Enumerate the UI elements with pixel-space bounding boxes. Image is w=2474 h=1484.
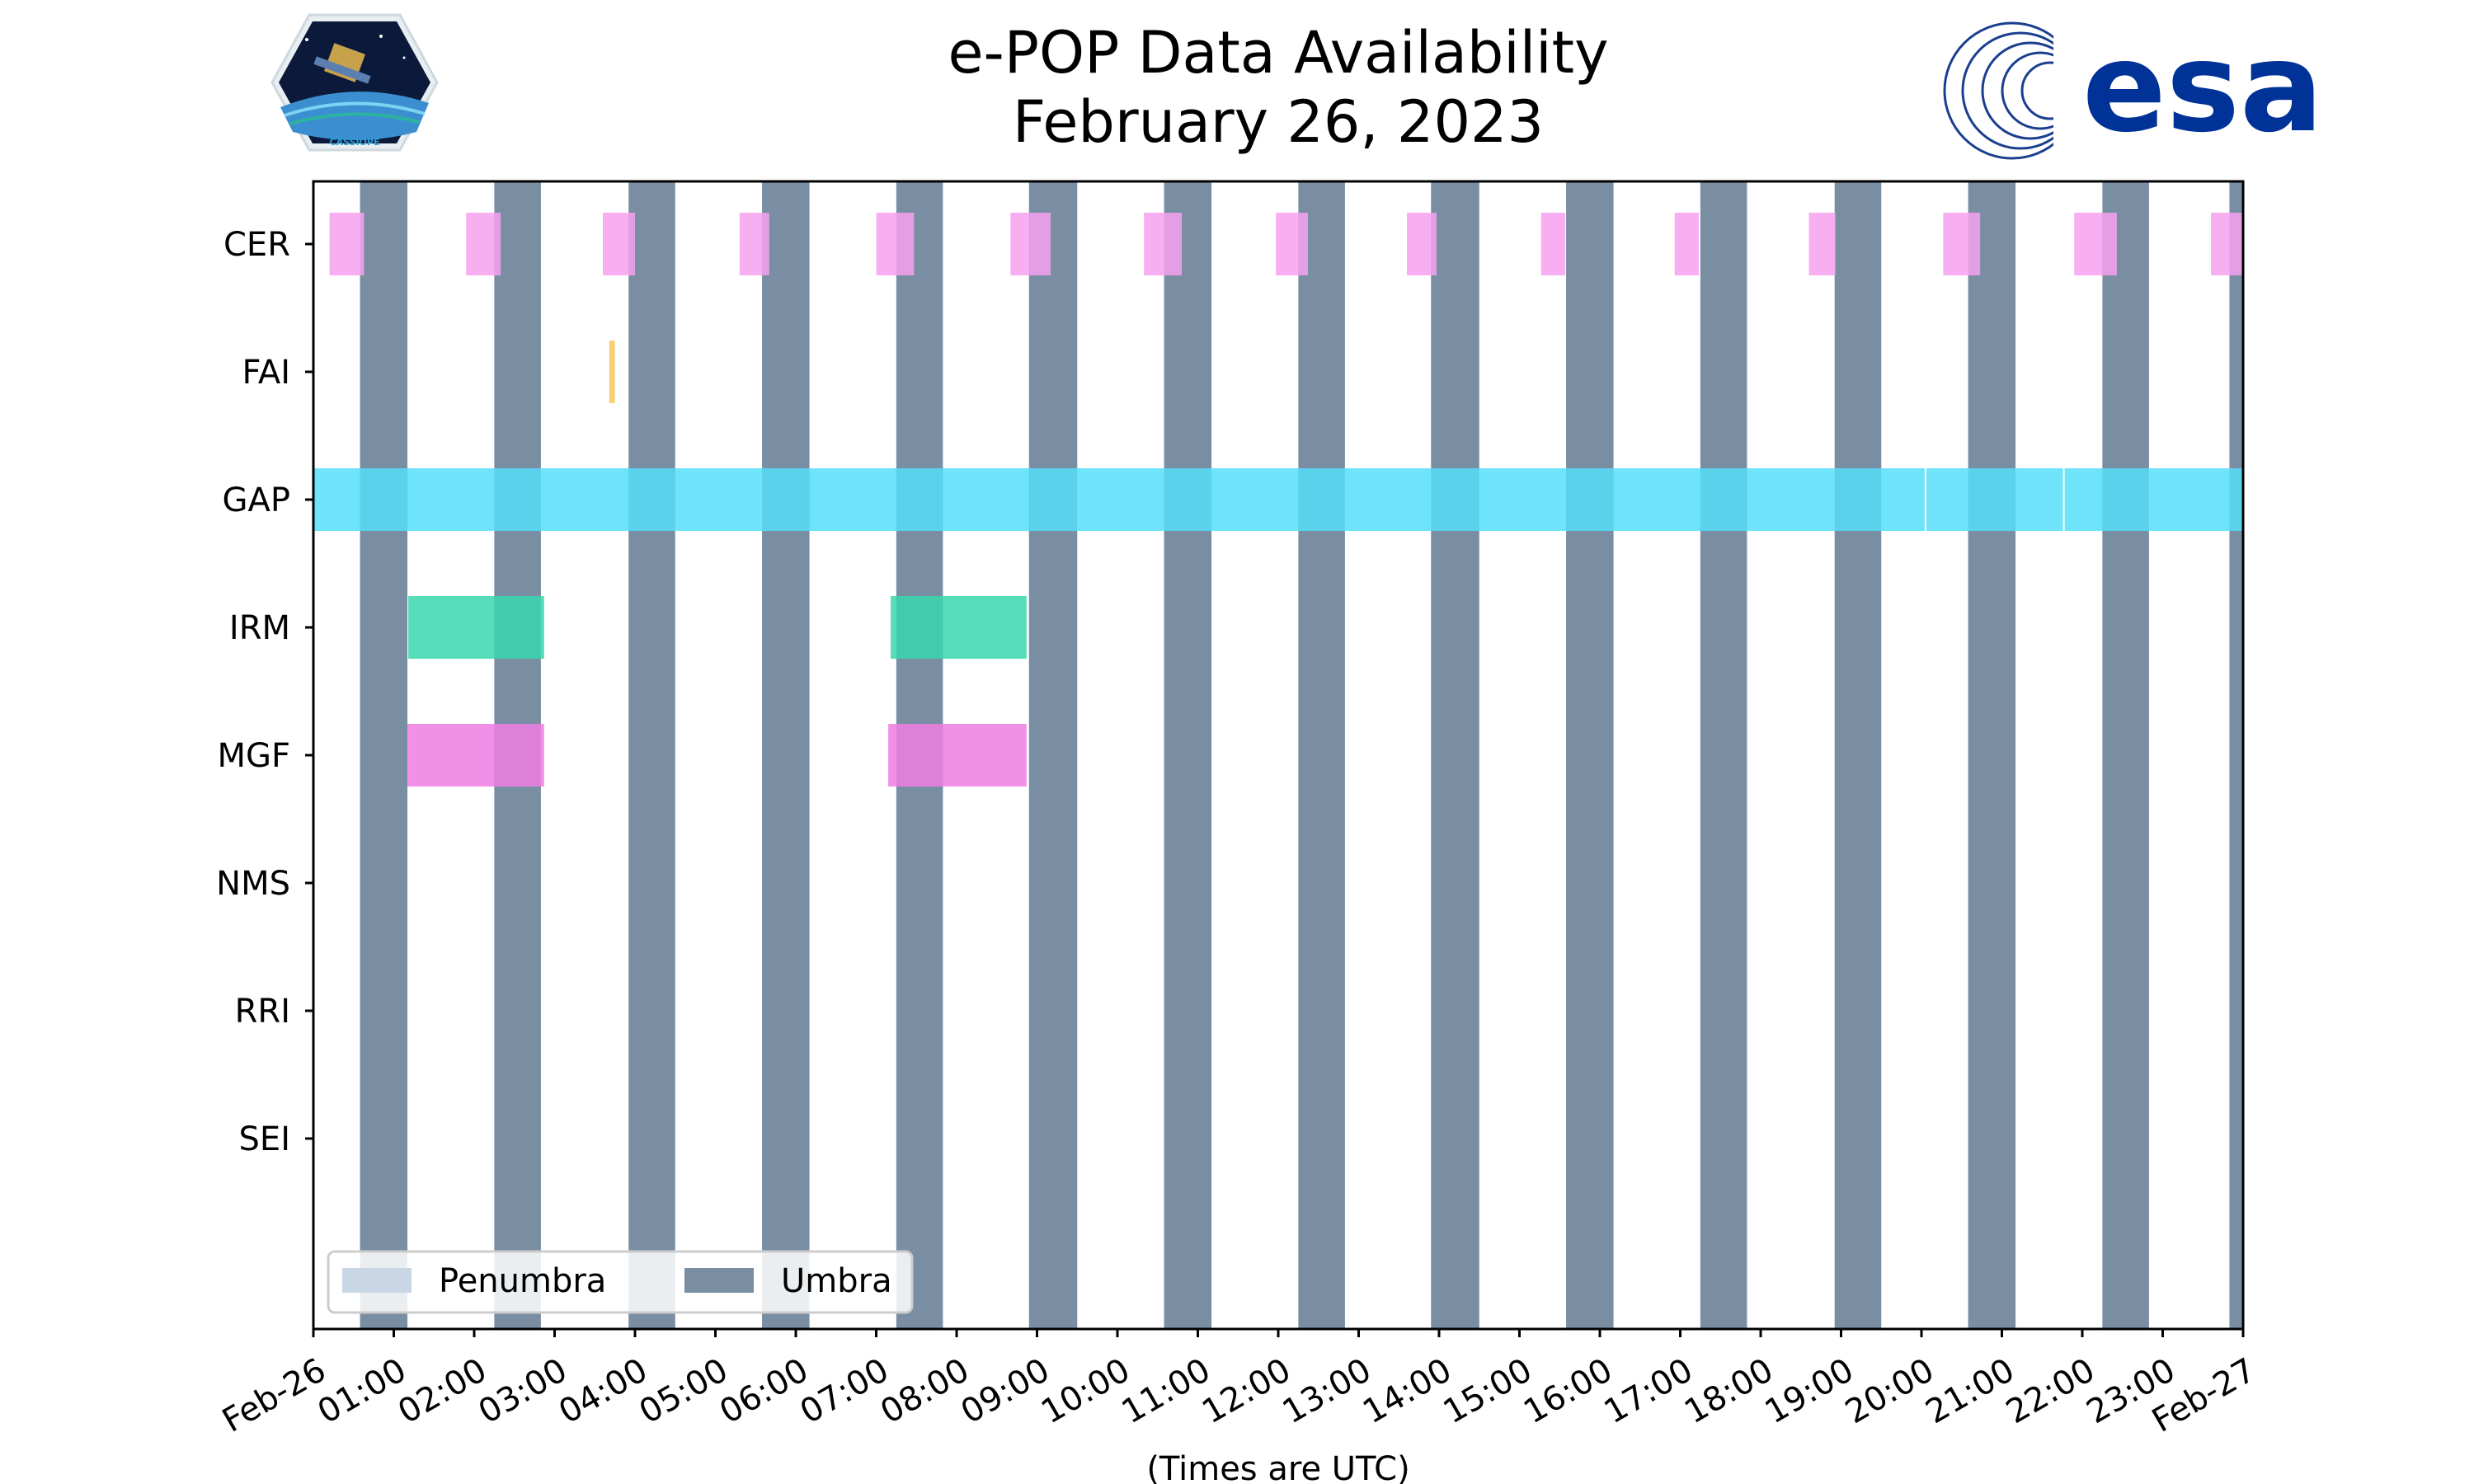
bar-cer	[1540, 213, 1566, 275]
instrument-bars	[313, 213, 2243, 787]
umbra-band	[762, 181, 810, 1329]
x-tick-label: 15:00	[1437, 1351, 1539, 1431]
bar-irm	[891, 596, 1027, 659]
legend: Penumbra Umbra	[327, 1250, 914, 1314]
chart-title-line-2: February 26, 2023	[1013, 88, 1544, 156]
umbra-band	[628, 181, 675, 1329]
y-tick-label-cer: CER	[223, 226, 290, 264]
x-tick-label: 10:00	[1035, 1351, 1136, 1431]
bar-cer	[739, 213, 769, 275]
bar-cer	[876, 213, 915, 275]
umbra-band	[1431, 181, 1479, 1329]
umbra-band	[1700, 181, 1747, 1329]
umbra-band	[2102, 181, 2149, 1329]
x-tick-label: 13:00	[1277, 1351, 1378, 1431]
x-tick-label: 18:00	[1678, 1351, 1780, 1431]
x-tick-label: 02:00	[392, 1351, 493, 1431]
x-tick-label: 17:00	[1598, 1351, 1700, 1431]
y-tick-label-mgf: MGF	[217, 737, 290, 775]
cassiope-logo: CASSIOPE	[270, 13, 439, 152]
x-tick-label: 09:00	[955, 1351, 1056, 1431]
bar-cer	[2211, 213, 2243, 275]
umbra-band	[2229, 181, 2243, 1329]
bar-fai	[609, 340, 615, 403]
x-tick-label: 04:00	[553, 1351, 654, 1431]
x-tick-label: 16:00	[1517, 1351, 1619, 1431]
legend-label-penumbra: Penumbra	[439, 1262, 606, 1300]
umbra-band	[1968, 181, 2016, 1329]
x-tick-label: 06:00	[713, 1351, 815, 1431]
legend-swatch-penumbra	[342, 1268, 412, 1293]
x-tick-label: 22:00	[2000, 1351, 2101, 1431]
bar-gap	[1925, 468, 2064, 531]
bar-gap	[313, 468, 1926, 531]
bar-gap	[2063, 468, 2243, 531]
umbra-band	[1566, 181, 1614, 1329]
x-tick-label: Feb-26	[216, 1351, 332, 1440]
umbra-band	[1164, 181, 1212, 1329]
x-tick-label: 03:00	[473, 1351, 574, 1431]
x-tick-label: 21:00	[1920, 1351, 2021, 1431]
bar-cer	[1407, 213, 1437, 275]
bar-irm	[408, 596, 544, 659]
y-tick-label-rri: RRI	[235, 993, 290, 1031]
bar-cer	[1943, 213, 1981, 275]
bar-mgf	[888, 724, 1027, 787]
cassiope-logo-text: CASSIOPE	[330, 137, 380, 148]
y-tick-label-nms: NMS	[216, 865, 290, 903]
y-tick-label-irm: IRM	[229, 609, 290, 647]
x-tick-label: 20:00	[1839, 1351, 1940, 1431]
y-axis: CER FAI GAP IRM MGF NMS RRI SEI	[216, 226, 313, 1158]
x-tick-label: 08:00	[874, 1351, 976, 1431]
bar-cer	[2074, 213, 2117, 275]
legend-swatch-umbra	[684, 1268, 754, 1293]
umbra-band	[1298, 181, 1345, 1329]
x-tick-label: 07:00	[794, 1351, 896, 1431]
umbra-band	[360, 181, 408, 1329]
umbra-band	[1834, 181, 1882, 1329]
bar-cer	[466, 213, 501, 275]
bar-mgf	[407, 724, 544, 787]
x-axis-label: (Times are UTC)	[1146, 1450, 1409, 1484]
x-tick-label: 05:00	[633, 1351, 735, 1431]
x-tick-label: 12:00	[1196, 1351, 1297, 1431]
x-tick-label: 14:00	[1357, 1351, 1458, 1431]
y-tick-label-fai: FAI	[242, 354, 291, 392]
umbra-band	[1028, 181, 1078, 1329]
y-tick-label-gap: GAP	[223, 481, 290, 519]
bar-cer	[603, 213, 635, 275]
x-tick-label: 19:00	[1759, 1351, 1860, 1431]
x-axis: Feb-2601:0002:0003:0004:0005:0006:0007:0…	[216, 1329, 2262, 1440]
chart-title-line-1: e-POP Data Availability	[948, 19, 1608, 87]
x-tick-label: 11:00	[1116, 1351, 1217, 1431]
bar-cer	[1144, 213, 1182, 275]
bar-cer	[1674, 213, 1699, 275]
legend-frame	[327, 1250, 914, 1314]
bar-cer	[329, 213, 365, 275]
umbra-layer	[360, 181, 2243, 1329]
x-tick-label: 01:00	[312, 1351, 413, 1431]
esa-logo-text: esa	[2082, 16, 2323, 160]
esa-logo: esa	[1943, 16, 2323, 165]
plot-frame	[312, 180, 2245, 1331]
legend-label-umbra: Umbra	[781, 1262, 892, 1300]
bar-cer	[1276, 213, 1309, 275]
y-tick-label-sei: SEI	[239, 1120, 290, 1158]
bar-cer	[1808, 213, 1836, 275]
bar-cer	[1010, 213, 1051, 275]
